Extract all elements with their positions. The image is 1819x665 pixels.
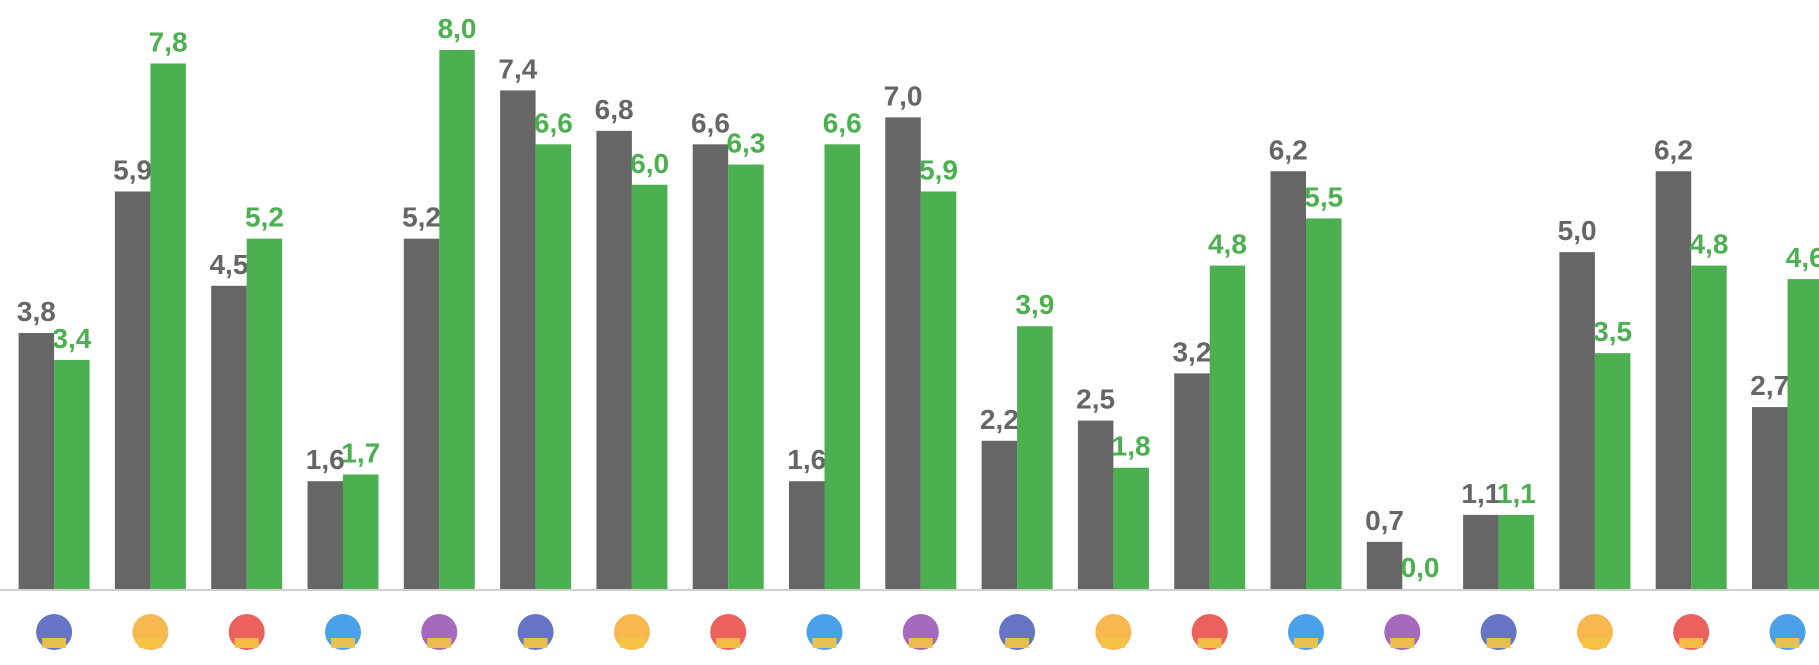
value-label: 0,7 bbox=[1365, 505, 1404, 536]
bar bbox=[343, 474, 379, 589]
value-label: 6,8 bbox=[595, 94, 634, 125]
value-label: 5,2 bbox=[245, 202, 284, 233]
value-label: 6,3 bbox=[726, 128, 765, 159]
bar bbox=[1077, 420, 1114, 589]
value-label: 6,6 bbox=[534, 107, 573, 138]
bar bbox=[920, 191, 957, 590]
category-icon-detail bbox=[1582, 638, 1607, 648]
category-icon-detail bbox=[138, 638, 163, 648]
bar bbox=[692, 144, 729, 589]
bar bbox=[1691, 265, 1727, 589]
bar bbox=[1017, 326, 1053, 589]
value-label: 4,6 bbox=[1786, 242, 1819, 273]
value-label: 6,2 bbox=[1654, 134, 1693, 165]
bar bbox=[885, 117, 921, 589]
value-label: 5,0 bbox=[1558, 215, 1597, 246]
value-label: 2,2 bbox=[980, 404, 1019, 435]
value-label: 3,2 bbox=[1172, 336, 1211, 367]
value-label: 7,8 bbox=[149, 26, 188, 57]
bar bbox=[211, 285, 247, 589]
bar bbox=[1559, 252, 1595, 589]
value-label: 1,6 bbox=[787, 444, 826, 475]
bar bbox=[728, 164, 764, 589]
value-label: 1,7 bbox=[341, 437, 380, 468]
bar bbox=[596, 130, 632, 589]
value-label: 6,6 bbox=[691, 107, 730, 138]
bar bbox=[18, 332, 55, 589]
value-label: 2,7 bbox=[1750, 370, 1789, 401]
bar bbox=[1498, 514, 1535, 589]
value-label: 1,1 bbox=[1497, 478, 1536, 509]
bar bbox=[789, 481, 825, 589]
value-label: 2,5 bbox=[1076, 384, 1115, 415]
bar bbox=[981, 440, 1018, 589]
category-icon-detail bbox=[1679, 638, 1704, 648]
bar bbox=[1366, 541, 1403, 589]
bar bbox=[1787, 279, 1819, 589]
category-icon-detail bbox=[716, 638, 741, 648]
value-label: 7,0 bbox=[884, 80, 923, 111]
bar bbox=[535, 144, 572, 589]
value-label: 5,9 bbox=[113, 154, 152, 185]
bar bbox=[54, 359, 90, 589]
bar bbox=[1306, 218, 1342, 589]
category-icon-detail bbox=[619, 638, 644, 648]
category-icon-detail bbox=[331, 638, 355, 648]
value-label: 0,0 bbox=[1401, 552, 1440, 583]
bar bbox=[824, 144, 860, 589]
value-label: 1,1 bbox=[1461, 478, 1500, 509]
category-icon-detail bbox=[1197, 638, 1222, 648]
category-icon-detail bbox=[42, 638, 67, 648]
bar bbox=[114, 191, 151, 590]
value-label: 3,8 bbox=[17, 296, 56, 327]
bar bbox=[403, 238, 440, 589]
value-label: 3,5 bbox=[1593, 316, 1632, 347]
bar bbox=[150, 63, 186, 590]
bar bbox=[439, 50, 475, 589]
bar bbox=[631, 184, 668, 589]
value-label: 1,8 bbox=[1112, 431, 1151, 462]
bar bbox=[1209, 265, 1246, 589]
value-label: 5,9 bbox=[919, 154, 958, 185]
bar bbox=[1752, 407, 1788, 589]
bar bbox=[500, 90, 536, 590]
category-icon-detail bbox=[1775, 638, 1800, 648]
category-icon-detail bbox=[234, 638, 259, 648]
value-label: 4,8 bbox=[1689, 229, 1728, 260]
category-icon-detail bbox=[1390, 638, 1415, 648]
value-label: 6,0 bbox=[630, 148, 669, 179]
value-label: 7,4 bbox=[498, 53, 537, 84]
bar bbox=[1113, 467, 1149, 589]
value-label: 3,9 bbox=[1015, 289, 1054, 320]
value-label: 4,8 bbox=[1208, 229, 1247, 260]
bar bbox=[307, 481, 343, 589]
category-icon-detail bbox=[1486, 638, 1511, 648]
category-icon-detail bbox=[812, 638, 837, 648]
value-label: 4,5 bbox=[209, 249, 248, 280]
value-label: 8,0 bbox=[438, 13, 477, 44]
category-icon-detail bbox=[523, 638, 548, 648]
category-icon-detail bbox=[1294, 638, 1318, 648]
value-label: 3,4 bbox=[52, 323, 91, 354]
bar bbox=[1270, 171, 1306, 589]
bar bbox=[1463, 514, 1499, 589]
category-icon-detail bbox=[427, 638, 452, 648]
value-label: 5,2 bbox=[402, 202, 441, 233]
value-label: 5,5 bbox=[1304, 181, 1343, 212]
bar bbox=[1594, 353, 1631, 589]
value-label: 6,6 bbox=[823, 107, 862, 138]
category-icon-detail bbox=[1101, 638, 1126, 648]
value-label: 6,2 bbox=[1269, 134, 1308, 165]
bar bbox=[1655, 171, 1692, 589]
bar bbox=[246, 238, 283, 589]
category-icon-detail bbox=[1005, 638, 1030, 648]
bar bbox=[1174, 373, 1210, 589]
value-label: 1,6 bbox=[306, 444, 345, 475]
category-icon-detail bbox=[908, 638, 933, 648]
